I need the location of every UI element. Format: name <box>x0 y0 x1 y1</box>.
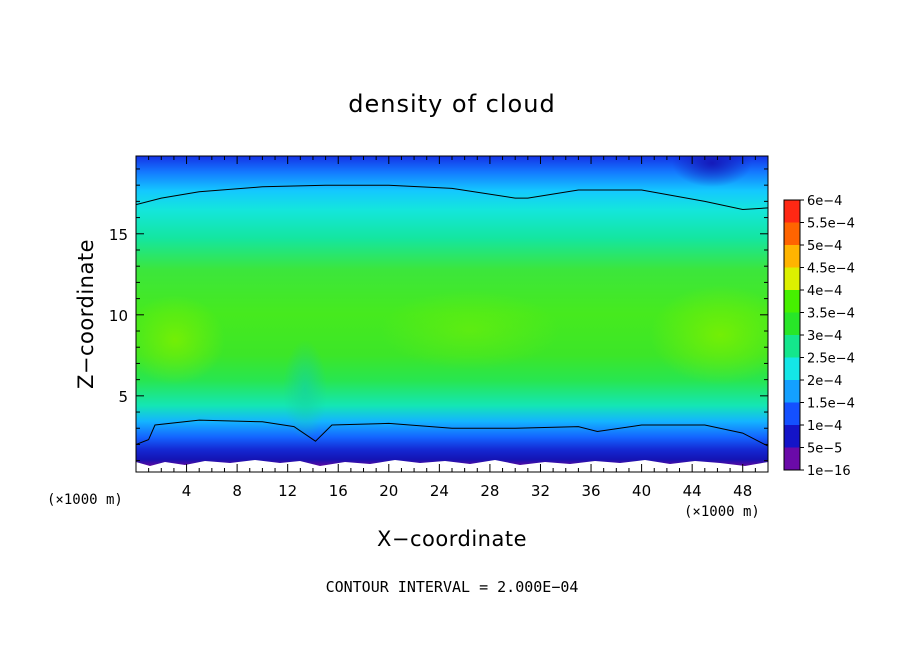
colorbar-swatch <box>784 290 800 313</box>
y-tick-label: 15 <box>109 226 128 244</box>
colorbar-label: 1e−16 <box>807 464 851 479</box>
colorbar-swatch <box>784 312 800 335</box>
colorbar-label: 1e−4 <box>807 419 842 434</box>
colorbar-label: 2e−4 <box>807 374 842 389</box>
plot-area <box>136 156 768 472</box>
y-axis-label: Z−coordinate <box>74 239 98 389</box>
x-tick-label: 4 <box>182 482 192 500</box>
contour-lines <box>136 184 768 447</box>
x-tick-label: 48 <box>733 482 752 500</box>
colorbar: 1e−16 5e−5 1e−4 1.5e−4 2e−4 2.5e−4 3e−4 3.5e−4 4… <box>783 194 855 479</box>
x-tick-label: 12 <box>278 482 297 500</box>
x-tick-label: 28 <box>480 482 499 500</box>
colorbar-swatch <box>784 200 800 223</box>
x-tick-label: 44 <box>683 482 702 500</box>
density-dip <box>283 340 327 440</box>
colorbar-label: 2.5e−4 <box>807 352 855 367</box>
colorbar-label: 5e−5 <box>807 442 842 457</box>
colorbar-swatch <box>784 267 800 290</box>
colorbar-swatch <box>784 447 800 470</box>
x-tick-label: 24 <box>430 482 449 500</box>
y-tick-label: 5 <box>118 388 128 406</box>
contour-line <box>136 184 768 211</box>
density-max-left <box>136 295 225 385</box>
x-tick-label: 20 <box>379 482 398 500</box>
colorbar-swatch <box>784 380 800 403</box>
x-tick-label: 16 <box>329 482 348 500</box>
colorbar-label: 6e−4 <box>807 194 842 209</box>
density-max-right <box>650 285 768 385</box>
colorbar-swatch <box>784 402 800 425</box>
colorbar-swatch <box>784 335 800 358</box>
x-tick-label: 32 <box>531 482 550 500</box>
colorbar-label: 1.5e−4 <box>807 397 855 412</box>
colorbar-swatch <box>784 357 800 380</box>
colorbar-label: 3e−4 <box>807 329 842 344</box>
y-tick-label: 10 <box>109 307 128 325</box>
density-max-center <box>380 290 560 370</box>
colorbar-swatch <box>784 425 800 448</box>
colorbar-label: 4e−4 <box>807 284 842 299</box>
x-unit-label: (×1000 m) <box>684 504 760 520</box>
bottom-ragged-edge <box>136 460 768 472</box>
density-min-top <box>672 156 752 187</box>
x-axis-ticks: 4 8 12 16 20 24 28 32 36 40 44 48 <box>148 156 756 500</box>
contour-interval-note: CONTOUR INTERVAL = 2.000E−04 <box>326 578 579 596</box>
x-axis-label: X−coordinate <box>377 527 527 551</box>
colorbar-label: 5.5e−4 <box>807 217 855 232</box>
colorbar-label: 4.5e−4 <box>807 262 855 277</box>
y-axis-ticks: 5 10 15 <box>109 168 768 462</box>
colorbar-swatch <box>784 222 800 245</box>
colorbar-label: 3.5e−4 <box>807 307 855 322</box>
x-tick-label: 40 <box>632 482 651 500</box>
colorbar-swatch <box>784 245 800 268</box>
x-tick-label: 36 <box>581 482 600 500</box>
colorbar-label: 5e−4 <box>807 239 842 254</box>
y-unit-label: (×1000 m) <box>47 492 123 508</box>
contour-line <box>136 419 768 447</box>
x-tick-label: 8 <box>232 482 242 500</box>
chart-title: density of cloud <box>348 90 555 118</box>
